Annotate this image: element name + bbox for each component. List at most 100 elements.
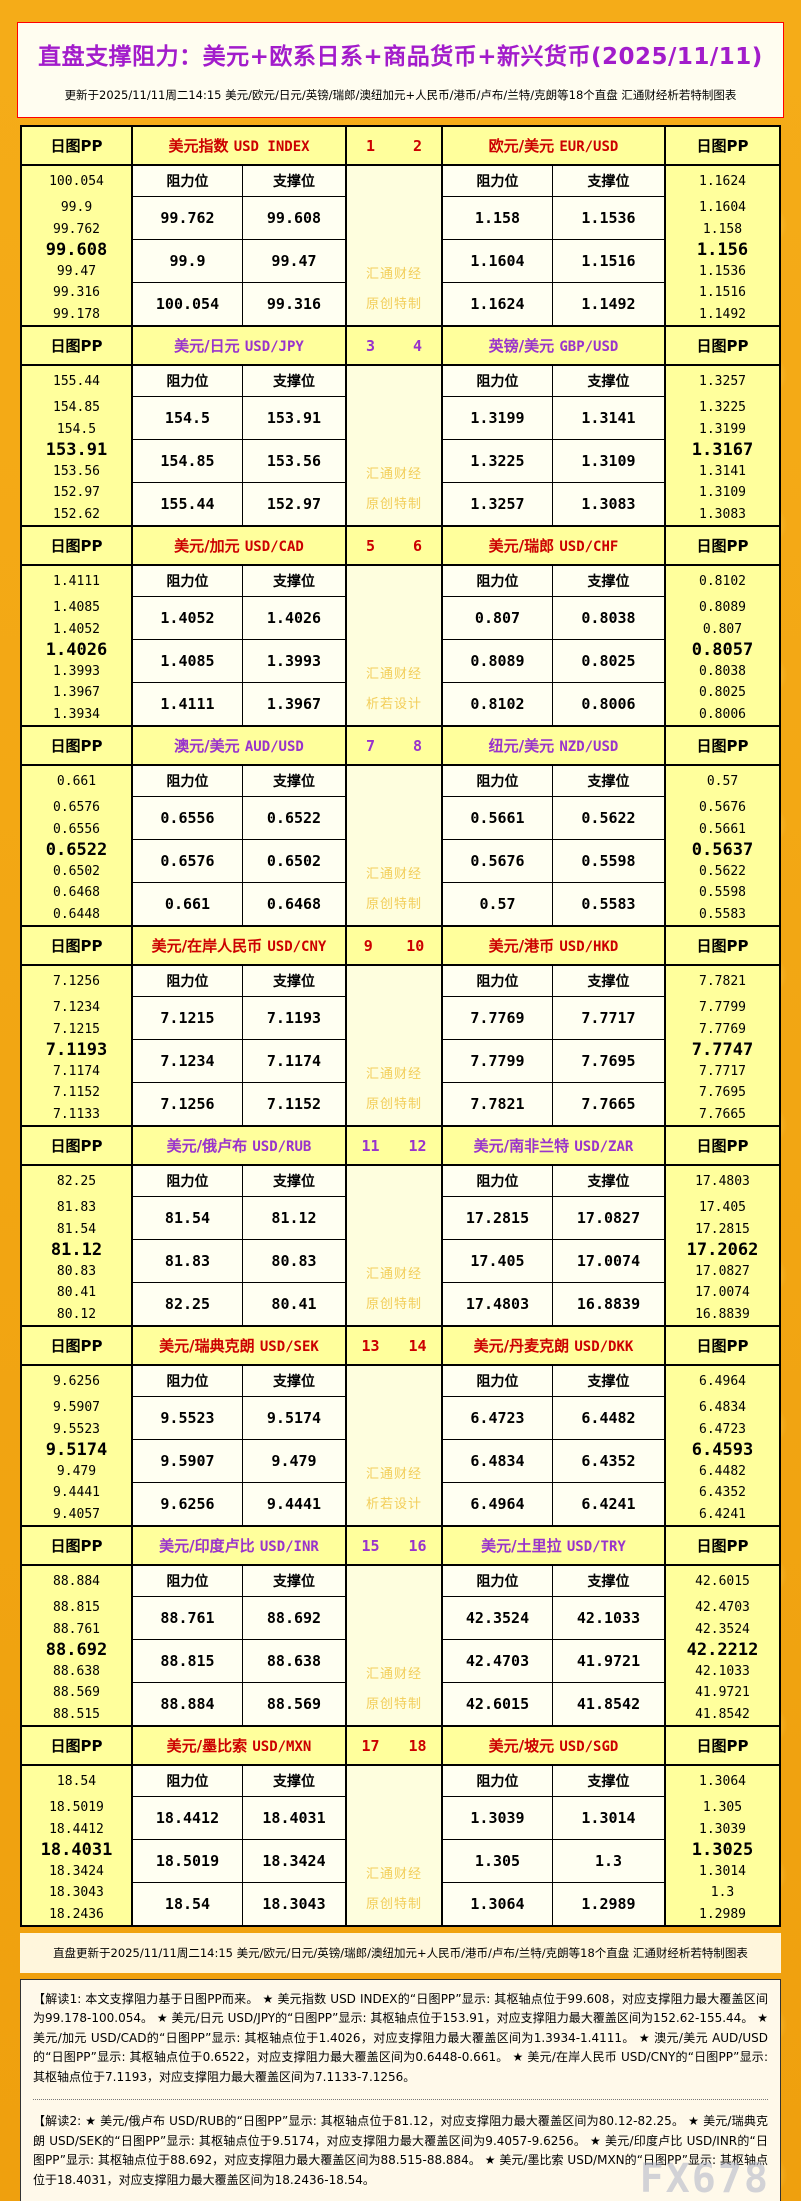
- pair-name-right: 欧元/美元 EUR/USD: [443, 127, 666, 166]
- middle-watermark-column: 汇通财经 原创特制: [347, 1166, 443, 1325]
- resistance-value: 0.8089: [443, 640, 553, 683]
- resistance-value: 154.5: [133, 397, 243, 440]
- pp-value: 7.1215: [53, 1021, 100, 1037]
- resistance-value: 154.85: [133, 440, 243, 483]
- title-box: 直盘支撑阻力：美元+欧系日系+商品货币+新兴货币(2025/11/11) 更新于…: [17, 22, 784, 118]
- support-value: 80.41: [243, 1283, 347, 1325]
- panel-index-cell: 17 18: [347, 1727, 443, 1766]
- pp-value: 99.762: [53, 221, 100, 237]
- resistance-value: 17.2815: [443, 1197, 553, 1240]
- panel-index-right: 12: [408, 1136, 427, 1155]
- panel-index-left: 7: [365, 736, 376, 755]
- pp-header-right: 日图PP: [666, 1527, 779, 1566]
- pair-name-right: 美元/土里拉 USD/TRY: [443, 1527, 666, 1566]
- support-label-right: 支撑位: [553, 366, 666, 397]
- pair-name-right: 纽元/美元 NZD/USD: [443, 727, 666, 766]
- panel-index-cell: 5 6: [347, 527, 443, 566]
- support-value: 16.8839: [553, 1283, 666, 1325]
- pp-header-right: 日图PP: [666, 927, 779, 966]
- support-value: 1.2989: [553, 1883, 666, 1925]
- pp-value: 88.515: [53, 1706, 100, 1722]
- pp-value: 152.62: [53, 506, 100, 522]
- pair-name-left-text: 美元/加元 USD/CAD: [174, 537, 304, 555]
- pp-value: 81.54: [56, 1221, 97, 1237]
- resistance-label-left: 阻力位: [133, 566, 243, 597]
- panel-index-left: 5: [365, 536, 376, 555]
- resistance-value: 88.884: [133, 1683, 243, 1725]
- watermark-tag-text: 原创特制: [365, 1897, 422, 1912]
- pp-pivot-value: 7.1193: [45, 1040, 108, 1061]
- middle-watermark-column: 汇通财经 原创特制: [347, 766, 443, 925]
- support-label-left: 支撑位: [243, 766, 347, 797]
- support-value: 18.3424: [243, 1840, 347, 1883]
- support-label-left: 支撑位: [243, 1166, 347, 1197]
- support-value: 0.5583: [553, 883, 666, 925]
- resistance-value: 1.4085: [133, 640, 243, 683]
- pp-value: 0.57: [706, 774, 739, 790]
- support-value: 6.4241: [553, 1483, 666, 1525]
- support-value: 18.3043: [243, 1883, 347, 1925]
- support-value: 9.5174: [243, 1397, 347, 1440]
- pp-value: 6.4723: [699, 1421, 746, 1437]
- pair-name-left-text: 美元/在岸人民币 USD/CNY: [151, 937, 327, 955]
- resistance-value: 100.054: [133, 283, 243, 325]
- support-value: 41.8542: [553, 1683, 666, 1725]
- resistance-label-left: 阻力位: [133, 366, 243, 397]
- pair-name-left-text: 美元/俄卢布 USD/RUB: [166, 1137, 312, 1155]
- support-value: 153.56: [243, 440, 347, 483]
- support-value: 1.1516: [553, 240, 666, 283]
- support-value: 6.4352: [553, 1440, 666, 1483]
- pp-value: 1.2989: [699, 1906, 746, 1922]
- panel-index-left: 17: [361, 1736, 380, 1755]
- pp-value: 0.5598: [699, 885, 746, 901]
- resistance-value: 6.4723: [443, 1397, 553, 1440]
- pp-value: 1.3109: [699, 485, 746, 501]
- pp-value: 1.1492: [699, 306, 746, 322]
- middle-watermark-column: 汇通财经 原创特制: [347, 966, 443, 1125]
- pp-value: 42.1033: [695, 1664, 750, 1680]
- resistance-value: 9.6256: [133, 1483, 243, 1525]
- pair-name-left: 美元指数 USD INDEX: [133, 127, 347, 166]
- pp-ladder-left: 0.661 0.6576 0.6556 0.6522 0.6502 0.6468…: [22, 766, 133, 925]
- resistance-label-left: 阻力位: [133, 766, 243, 797]
- pp-ladder-right: 42.6015 42.4703 42.3524 42.2212 42.1033 …: [666, 1566, 779, 1725]
- pp-value: 154.85: [53, 400, 100, 416]
- watermark-brand-text: 汇通财经: [365, 667, 422, 682]
- panel-index-left: 11: [361, 1136, 380, 1155]
- panel-index-left: 9: [363, 936, 373, 955]
- panel-index-left: 1: [365, 136, 376, 155]
- pp-value: 0.6448: [53, 906, 100, 922]
- pair-name-left: 美元/墨比索 USD/MXN: [133, 1727, 347, 1766]
- currency-panel: 日图PP 美元/俄卢布 USD/RUB 11 12 美元/南非兰特 USD/ZA…: [22, 1127, 779, 1327]
- resistance-value: 6.4834: [443, 1440, 553, 1483]
- pp-value: 0.6502: [53, 864, 100, 880]
- pp-value: 17.0827: [695, 1264, 750, 1280]
- resistance-value: 42.4703: [443, 1640, 553, 1683]
- pp-pivot-value: 1.4026: [45, 640, 108, 661]
- pp-value: 1.3257: [699, 374, 746, 390]
- resistance-value: 1.3225: [443, 440, 553, 483]
- pp-value: 0.5583: [699, 906, 746, 922]
- pair-name-left-text: 美元/瑞典克朗 USD/SEK: [159, 1337, 319, 1355]
- support-value: 1.3083: [553, 483, 666, 525]
- pp-ladder-left: 82.25 81.83 81.54 81.12 80.83 80.41 80.1…: [22, 1166, 133, 1325]
- pp-value: 88.569: [53, 1685, 100, 1701]
- pair-name-left: 美元/加元 USD/CAD: [133, 527, 347, 566]
- resistance-value: 0.5661: [443, 797, 553, 840]
- support-label-right: 支撑位: [553, 1566, 666, 1597]
- middle-watermark-column: 汇通财经 原创特制: [347, 366, 443, 525]
- pp-value: 1.3014: [699, 1864, 746, 1880]
- watermark-brand-text: 汇通财经: [365, 1667, 422, 1682]
- pp-header-right: 日图PP: [666, 127, 779, 166]
- pair-name-right-text: 美元/南非兰特 USD/ZAR: [473, 1137, 634, 1155]
- pp-header-left: 日图PP: [22, 1327, 133, 1366]
- pp-value: 99.47: [56, 264, 97, 280]
- fx678-watermark: FX678: [639, 2155, 770, 2201]
- support-value: 0.8006: [553, 683, 666, 725]
- resistance-value: 17.4803: [443, 1283, 553, 1325]
- pp-value: 7.7799: [699, 1000, 746, 1016]
- resistance-value: 0.57: [443, 883, 553, 925]
- resistance-value: 17.405: [443, 1240, 553, 1283]
- pp-value: 88.638: [53, 1664, 100, 1680]
- pp-pivot-value: 99.608: [45, 240, 108, 261]
